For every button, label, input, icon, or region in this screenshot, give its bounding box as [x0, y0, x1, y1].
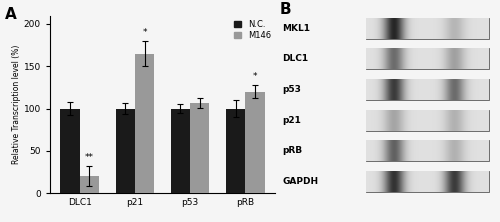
Bar	[226, 109, 246, 193]
Bar	[366, 110, 488, 131]
Bar	[366, 48, 488, 69]
Text: p53: p53	[282, 85, 301, 94]
Bar	[366, 140, 488, 161]
Bar	[116, 109, 135, 193]
Text: B: B	[280, 2, 291, 17]
Text: *: *	[142, 28, 147, 37]
Text: N.C.: N.C.	[390, 0, 411, 1]
Bar	[190, 103, 210, 193]
Legend: N.C., M146: N.C., M146	[234, 20, 271, 40]
Bar	[366, 18, 488, 39]
Text: DLC1: DLC1	[282, 54, 308, 63]
Text: A: A	[5, 7, 17, 22]
Bar	[246, 92, 265, 193]
Bar	[80, 176, 99, 193]
Text: MKL1: MKL1	[282, 24, 310, 33]
Bar	[171, 109, 190, 193]
Bar	[60, 109, 80, 193]
Y-axis label: Relative Transcription level (%): Relative Transcription level (%)	[12, 45, 21, 164]
Text: M146: M146	[450, 0, 475, 1]
Bar	[366, 171, 488, 192]
Bar	[366, 79, 488, 100]
Text: GAPDH: GAPDH	[282, 177, 319, 186]
Text: pRB: pRB	[282, 146, 302, 155]
Text: p21: p21	[282, 116, 301, 125]
Text: **: **	[85, 153, 94, 162]
Text: *: *	[253, 72, 258, 81]
Bar	[135, 54, 154, 193]
